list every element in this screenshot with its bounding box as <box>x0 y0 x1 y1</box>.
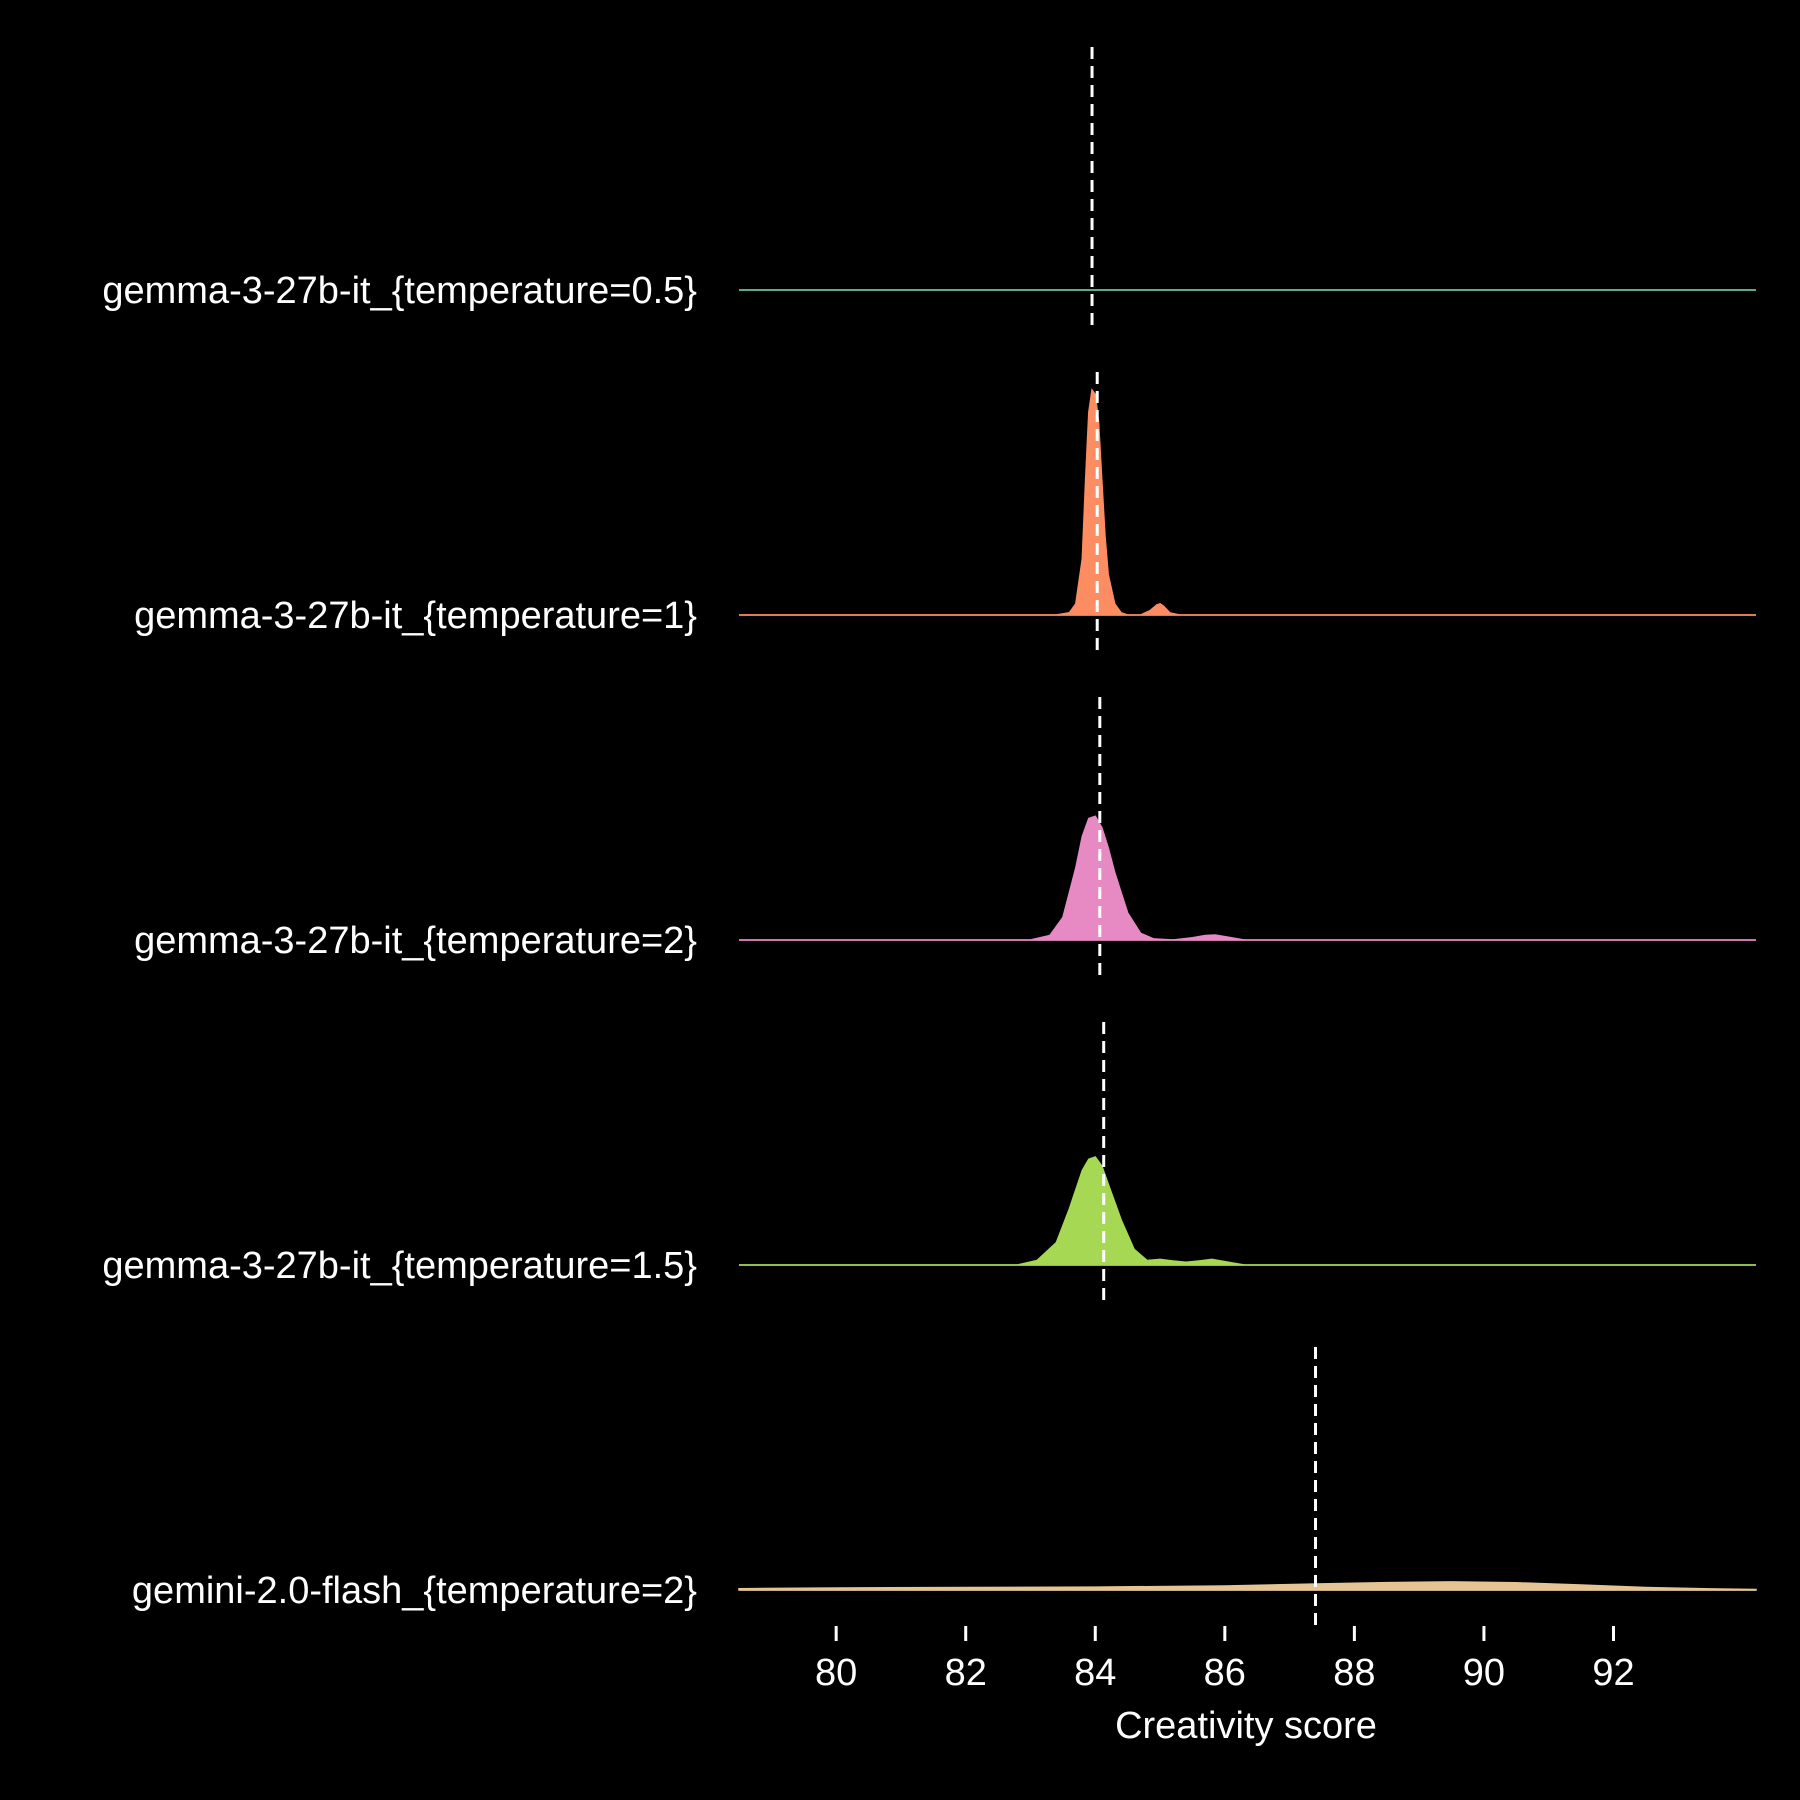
x-tick-label: 80 <box>815 1652 857 1694</box>
rows-layer: gemma-3-27b-it_{temperature=0.5} gemma-3-… <box>102 47 1757 1625</box>
x-tick-label: 92 <box>1592 1652 1634 1694</box>
ridge-row: gemma-3-27b-it_{temperature=2} <box>134 697 1756 975</box>
x-axis: 80 82 84 86 88 90 92 <box>815 1626 1635 1694</box>
row-label: gemma-3-27b-it_{temperature=0.5} <box>102 270 697 312</box>
row-label: gemini-2.0-flash_{temperature=2} <box>132 1570 697 1612</box>
x-tick-label: 86 <box>1204 1652 1246 1694</box>
row-label: gemma-3-27b-it_{temperature=1.5} <box>102 1245 697 1287</box>
x-tick-label: 84 <box>1074 1652 1116 1694</box>
x-tick-label: 88 <box>1333 1652 1375 1694</box>
ridge-row: gemma-3-27b-it_{temperature=1.5} <box>102 1022 1756 1300</box>
density-area <box>739 815 1756 941</box>
ridge-row: gemma-3-27b-it_{temperature=0.5} <box>102 47 1756 325</box>
row-label: gemma-3-27b-it_{temperature=1} <box>134 595 697 637</box>
x-tick-label: 90 <box>1463 1652 1505 1694</box>
row-label: gemma-3-27b-it_{temperature=2} <box>134 920 697 962</box>
density-area <box>738 1581 1757 1591</box>
density-area <box>739 1156 1756 1266</box>
ridge-row: gemma-3-27b-it_{temperature=1} <box>134 372 1756 650</box>
x-axis-title: Creativity score <box>1115 1705 1377 1747</box>
x-tick-label: 82 <box>945 1652 987 1694</box>
ridge-row: gemini-2.0-flash_{temperature=2} <box>132 1347 1757 1625</box>
density-area <box>739 388 1756 616</box>
